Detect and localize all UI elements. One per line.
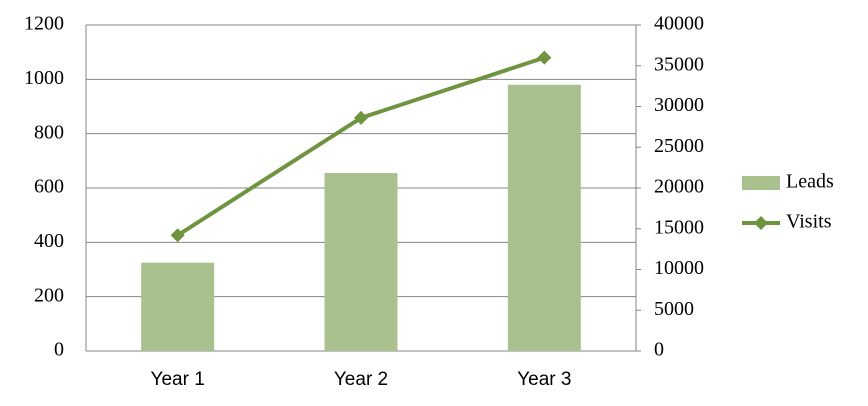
y2-tick-label: 40000 — [654, 13, 704, 35]
y2-tick-label: 5000 — [654, 298, 694, 320]
y2-tick-label: 15000 — [654, 216, 704, 238]
y-tick-label: 1000 — [24, 67, 64, 89]
marker — [170, 228, 185, 243]
legend-label: Leads — [786, 171, 834, 193]
legend-swatch — [742, 176, 780, 190]
bar — [324, 173, 398, 351]
y2-tick-label: 25000 — [654, 135, 704, 157]
x-tick-label: Year 2 — [334, 369, 388, 390]
bar — [141, 262, 215, 351]
y2-tick-label: 0 — [654, 339, 664, 361]
bar — [507, 84, 581, 352]
y-tick-label: 600 — [34, 176, 64, 198]
y2-tick-label: 30000 — [654, 94, 704, 116]
marker — [354, 110, 368, 125]
marker — [537, 50, 552, 65]
y-tick-label: 1200 — [24, 13, 64, 35]
y-tick-label: 400 — [34, 230, 64, 252]
y2-tick-label: 10000 — [654, 257, 704, 279]
y-tick-label: 200 — [34, 284, 64, 306]
y-tick-label: 800 — [34, 121, 64, 143]
legend-label: Visits — [786, 211, 832, 233]
y2-tick-label: 35000 — [654, 53, 704, 75]
legend-marker — [754, 216, 768, 230]
y2-tick-label: 20000 — [654, 176, 704, 198]
x-tick-label: Year 3 — [517, 369, 571, 390]
y-tick-label: 0 — [54, 339, 64, 361]
x-tick-label: Year 1 — [151, 369, 205, 390]
